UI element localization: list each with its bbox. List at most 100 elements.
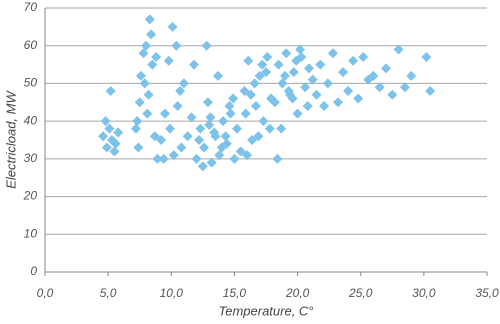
point — [264, 123, 275, 134]
point — [277, 78, 288, 89]
point — [204, 119, 215, 130]
x-tick-label: 35,0 — [475, 286, 499, 300]
point — [202, 97, 213, 108]
point — [303, 63, 314, 74]
point — [163, 55, 174, 66]
x-tick-label: 25,0 — [348, 286, 373, 300]
point — [245, 89, 256, 100]
point — [176, 142, 187, 153]
x-tick-label: 0,0 — [37, 286, 54, 300]
point — [281, 48, 292, 59]
point — [302, 101, 313, 112]
point — [113, 127, 124, 138]
x-tick-label: 15,0 — [223, 286, 247, 300]
point — [191, 153, 202, 164]
x-tick-label: 20,0 — [285, 286, 310, 300]
point — [205, 112, 216, 123]
point — [307, 74, 318, 85]
point — [132, 116, 143, 127]
point — [225, 108, 236, 119]
point — [142, 108, 153, 119]
point — [105, 85, 116, 96]
point — [147, 59, 158, 70]
y-tick-label: 0 — [30, 264, 37, 278]
point — [332, 97, 343, 108]
point — [262, 52, 273, 63]
point — [253, 131, 264, 142]
point — [239, 85, 250, 96]
y-tick-label: 60 — [24, 38, 38, 52]
point — [171, 40, 182, 51]
point — [159, 108, 170, 119]
point — [220, 131, 231, 142]
point — [213, 70, 224, 81]
point — [168, 150, 179, 161]
point — [133, 142, 144, 153]
point — [295, 44, 306, 55]
point — [300, 82, 311, 93]
point — [257, 59, 268, 70]
point — [167, 21, 178, 32]
point — [272, 153, 283, 164]
point — [380, 63, 391, 74]
point — [135, 70, 146, 81]
point — [175, 85, 186, 96]
point — [156, 135, 167, 145]
point — [201, 40, 212, 51]
point — [151, 52, 162, 63]
point — [104, 123, 115, 134]
point — [353, 93, 364, 104]
point — [224, 101, 235, 112]
point — [235, 146, 246, 157]
point — [231, 123, 242, 134]
point — [214, 150, 225, 161]
point — [406, 70, 417, 81]
point — [172, 101, 183, 112]
point — [240, 108, 251, 119]
point — [258, 116, 269, 127]
point — [319, 101, 330, 112]
point — [358, 52, 369, 63]
point — [273, 59, 284, 70]
point — [178, 78, 189, 89]
point — [130, 123, 141, 134]
point — [101, 142, 112, 153]
point — [229, 153, 240, 164]
point — [199, 142, 210, 153]
point — [146, 29, 157, 40]
x-tick-label: 30,0 — [412, 286, 436, 300]
point — [138, 48, 149, 59]
point — [242, 150, 253, 161]
point — [206, 157, 217, 168]
point — [143, 89, 154, 100]
point — [182, 131, 193, 142]
y-tick-label: 10 — [24, 226, 38, 240]
point — [110, 138, 121, 149]
x-tick-label: 10,0 — [160, 286, 184, 300]
point — [186, 112, 197, 123]
x-axis-title: Temperature, C° — [218, 303, 313, 318]
point — [425, 85, 436, 96]
point — [197, 161, 208, 172]
point — [218, 116, 229, 127]
x-tick-label: 5,0 — [100, 286, 117, 300]
point — [141, 40, 152, 51]
point — [194, 135, 205, 145]
point — [139, 78, 150, 89]
point — [189, 59, 200, 70]
point — [327, 48, 338, 59]
point — [279, 70, 290, 81]
point — [98, 131, 109, 142]
point — [216, 142, 227, 153]
y-axis-title: Electricload, MW — [3, 90, 18, 189]
point — [195, 123, 206, 134]
point — [249, 78, 260, 89]
point — [374, 82, 385, 93]
point — [421, 52, 432, 63]
point — [149, 131, 160, 142]
point — [311, 89, 322, 100]
point — [144, 14, 155, 25]
point — [261, 67, 271, 78]
point — [399, 82, 410, 93]
